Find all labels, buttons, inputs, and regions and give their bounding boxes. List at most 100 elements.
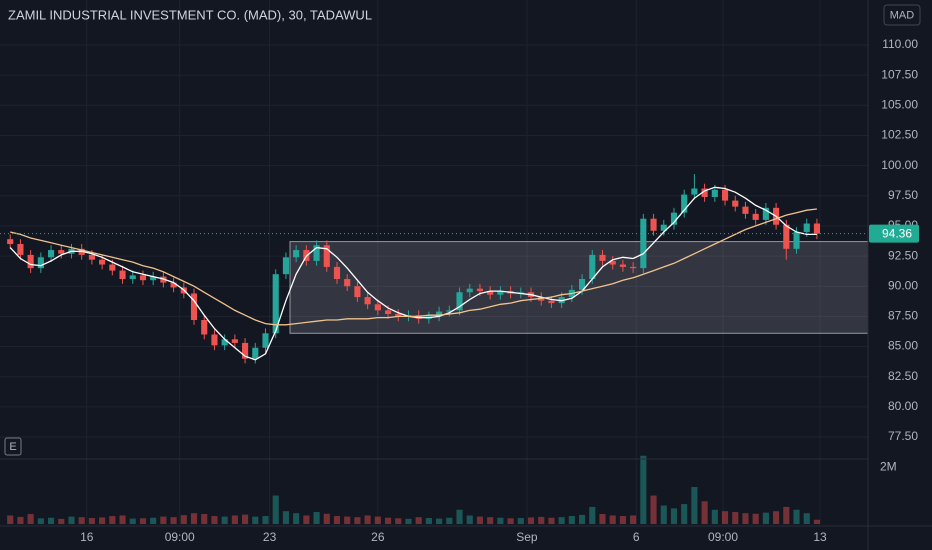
candle-body bbox=[742, 206, 749, 214]
volume-tick-label: 2M bbox=[880, 459, 897, 473]
volume-bar bbox=[201, 514, 208, 524]
candle-body bbox=[7, 239, 14, 245]
volume-bar bbox=[190, 513, 198, 524]
candle-body bbox=[354, 286, 361, 298]
y-tick-label: 77.50 bbox=[888, 429, 918, 443]
volume-bar bbox=[803, 513, 810, 524]
candle-body bbox=[384, 310, 392, 314]
candle-body bbox=[579, 278, 586, 290]
candle-body bbox=[190, 293, 198, 321]
y-tick-label: 100.00 bbox=[881, 158, 918, 172]
candle-body bbox=[630, 266, 637, 269]
x-tick-label: 6 bbox=[633, 530, 640, 544]
volume-bar bbox=[374, 516, 381, 524]
volume-bar bbox=[660, 505, 667, 524]
candle-body bbox=[333, 266, 341, 279]
candle-body bbox=[293, 250, 300, 258]
y-tick-label: 82.50 bbox=[888, 369, 918, 383]
candle-body bbox=[99, 259, 106, 265]
grid bbox=[0, 0, 868, 524]
volume-bar bbox=[282, 511, 289, 524]
moving-average bbox=[10, 208, 817, 326]
candle-body bbox=[762, 207, 769, 220]
candle-body bbox=[599, 254, 606, 261]
candle-body bbox=[150, 276, 157, 281]
candle-body bbox=[58, 250, 65, 254]
candle-body bbox=[262, 333, 269, 348]
candle-body bbox=[88, 254, 95, 260]
candle-body bbox=[364, 297, 371, 305]
last-price-badge bbox=[869, 224, 919, 243]
volume-bar bbox=[783, 506, 790, 524]
volume-bar bbox=[517, 518, 524, 524]
volume-bar bbox=[415, 517, 422, 524]
y-tick-label: 92.50 bbox=[888, 248, 918, 262]
volume-bar bbox=[262, 516, 269, 524]
volume-bar bbox=[456, 509, 463, 524]
x-tick-label: 09:00 bbox=[708, 530, 738, 544]
candle-body bbox=[37, 257, 44, 269]
volume-bar bbox=[17, 516, 24, 524]
volume-bar bbox=[548, 517, 555, 524]
candle-body bbox=[221, 339, 228, 346]
y-tick-label: 110.00 bbox=[882, 37, 918, 51]
x-tick-label: 13 bbox=[813, 530, 827, 544]
candle-body bbox=[436, 311, 443, 317]
volume-bar bbox=[619, 516, 626, 524]
candle-body bbox=[27, 254, 34, 269]
volume-bar bbox=[88, 518, 95, 524]
volume-bar bbox=[527, 517, 535, 524]
volume-bar bbox=[579, 514, 586, 524]
volume-bar bbox=[180, 515, 187, 524]
candle-body bbox=[170, 282, 177, 288]
volume-bar bbox=[650, 495, 657, 524]
x-tick-label: Sep bbox=[516, 530, 538, 544]
volume-bar bbox=[364, 515, 371, 524]
events-label: E bbox=[9, 441, 16, 453]
volume-bar bbox=[487, 517, 494, 524]
y-tick-label: 105.00 bbox=[881, 97, 918, 111]
volume-bar bbox=[599, 514, 606, 524]
volume-bar bbox=[37, 518, 44, 524]
candle-body bbox=[660, 224, 667, 231]
volume-bar bbox=[691, 487, 698, 524]
volume-bar bbox=[27, 514, 34, 524]
y-tick-label: 85.00 bbox=[888, 339, 918, 353]
volume-bar bbox=[333, 516, 341, 524]
volume-bar bbox=[139, 518, 147, 524]
candle-body bbox=[252, 347, 259, 359]
y-tick-label: 87.50 bbox=[888, 309, 918, 323]
volume-bar bbox=[303, 515, 310, 524]
candle-body bbox=[670, 212, 678, 225]
volume-bar bbox=[446, 517, 453, 524]
volume-bar bbox=[466, 515, 473, 524]
x-tick-label: 09:00 bbox=[165, 530, 195, 544]
candle-body bbox=[609, 260, 616, 265]
volume-bar bbox=[681, 504, 688, 524]
candle-body bbox=[640, 218, 647, 269]
candle-body bbox=[456, 292, 463, 311]
candle-body bbox=[619, 264, 626, 267]
volume-bar bbox=[721, 511, 729, 524]
candle-body bbox=[681, 194, 688, 213]
candle-body bbox=[344, 278, 351, 287]
volume-bar bbox=[742, 513, 749, 524]
candle-body bbox=[395, 313, 402, 317]
volume-bar bbox=[711, 509, 718, 524]
volume-bar bbox=[701, 501, 708, 524]
y-tick-label: 80.00 bbox=[888, 399, 918, 413]
candle-body bbox=[242, 342, 249, 359]
candle-body bbox=[589, 254, 596, 279]
candle-body bbox=[783, 224, 790, 249]
candle-body bbox=[752, 213, 759, 220]
currency-badge[interactable] bbox=[883, 4, 921, 26]
volume-bar bbox=[170, 517, 177, 524]
volume-bar bbox=[242, 514, 249, 524]
candle-body bbox=[466, 288, 473, 293]
candle-body bbox=[487, 291, 494, 295]
volume-bar bbox=[129, 518, 136, 524]
volume-bar bbox=[252, 516, 259, 524]
events-badge[interactable] bbox=[4, 437, 22, 456]
